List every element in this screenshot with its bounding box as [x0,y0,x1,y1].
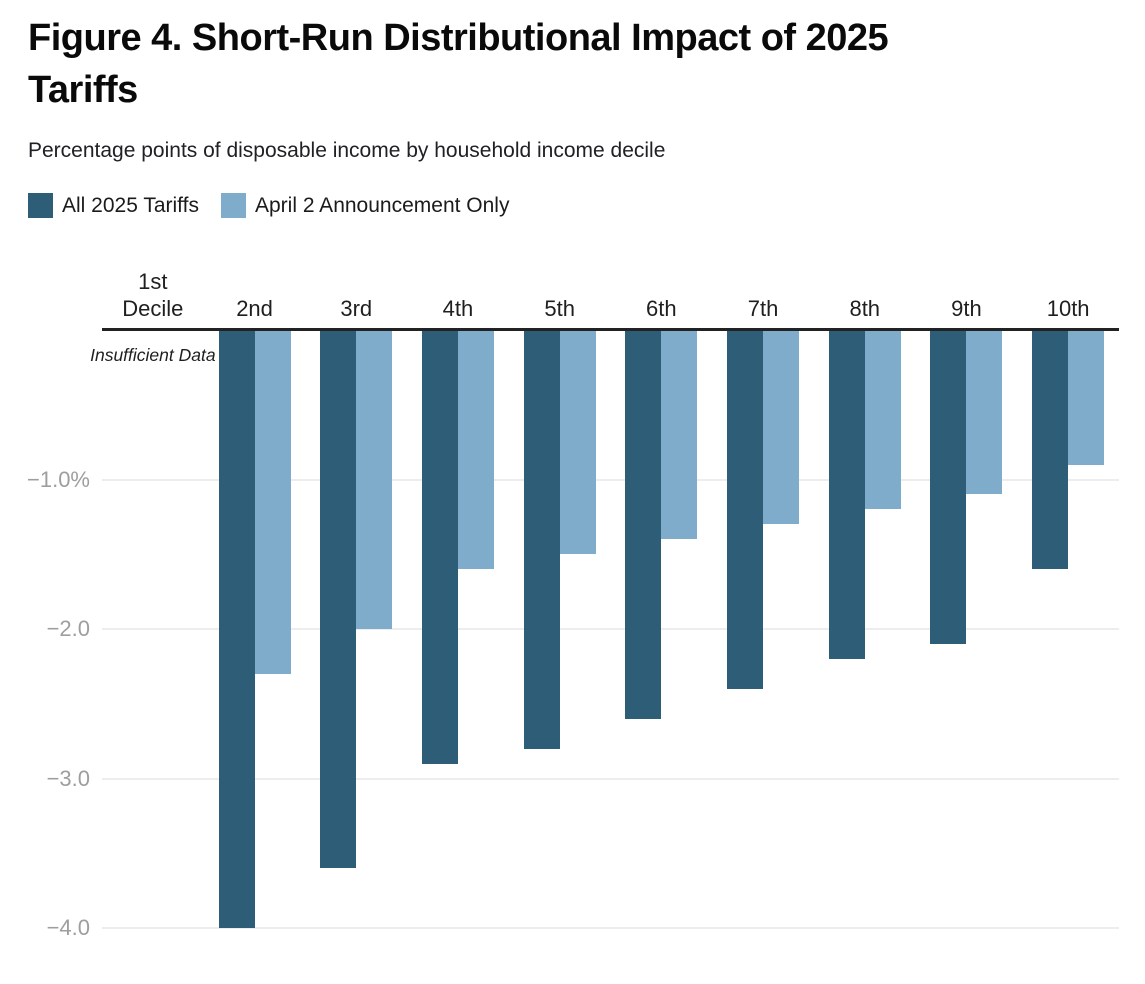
bar-all-2025-tariffs-10th [1032,330,1069,570]
bar-all-2025-tariffs-9th [930,330,967,644]
x-axis-label-10th: 10th [1046,296,1090,321]
figure-title: Figure 4. Short-Run Distributional Impac… [28,17,889,111]
x-axis-label-7th: 7th [747,296,779,321]
bar-april-2-announcement-only-4th [457,330,494,570]
legend-swatch-april-2-announcement-only [220,193,246,218]
legend-item-all-2025-tariffs: All 2025 Tariffs [28,193,199,218]
x-axis-label-9th: 9th [951,296,982,321]
legend: All 2025 Tariffs April 2 Announcement On… [28,193,509,218]
gridline-4-0 [102,927,1119,929]
y-axis-tick-1-0: −1.0% [27,466,90,492]
bar-all-2025-tariffs-4th [421,330,458,764]
y-axis-tick-4-0: −4.0 [46,915,90,940]
legend-label-all-2025-tariffs: All 2025 Tariffs [62,193,199,217]
bar-april-2-announcement-only-5th [559,330,596,555]
x-axis-label-6th: 6th [646,296,677,321]
bar-april-2-announcement-only-10th [1068,330,1105,465]
bar-april-2-announcement-only-6th [661,330,698,540]
x-axis-label-5th: 5th [544,296,575,321]
x-axis-label-4th: 4th [442,296,474,321]
figure-subtitle: Percentage points of disposable income b… [28,139,666,162]
x-axis-label-8th: 8th [849,296,881,321]
bar-april-2-announcement-only-7th [763,330,800,525]
y-axis-tick-3-0: −3.0 [46,765,90,791]
bar-all-2025-tariffs-8th [828,330,865,659]
bar-april-2-announcement-only-8th [864,330,901,510]
gridline-1-0 [102,478,1119,481]
bar-april-2-announcement-only-2nd [254,330,291,674]
gridline-2-0 [102,628,1119,630]
legend-label-april-2-announcement-only: April 2 Announcement Only [254,193,510,217]
legend-item-april-2-announcement-only: April 2 Announcement Only [220,193,510,218]
bar-april-2-announcement-only-3rd [356,330,393,629]
bar-all-2025-tariffs-3rd [320,330,357,869]
bar-all-2025-tariffs-6th [625,330,662,719]
x-axis-label-1st-decile: 1st Decile [122,269,184,321]
bar-april-2-announcement-only-9th [966,330,1003,495]
bar-all-2025-tariffs-5th [523,330,560,749]
x-axis-line [102,327,1119,331]
x-axis-label-2nd: 2nd [236,296,273,321]
legend-swatch-all-2025-tariffs [28,193,53,218]
bar-all-2025-tariffs-7th [727,330,764,689]
gridline-3-0 [102,777,1119,780]
bar-all-2025-tariffs-2nd [218,330,255,928]
y-axis-tick-2-0: −2.0 [46,616,90,641]
annotation-insufficient-data: Insufficient Data [90,345,216,365]
x-axis-label-3rd: 3rd [340,296,373,321]
